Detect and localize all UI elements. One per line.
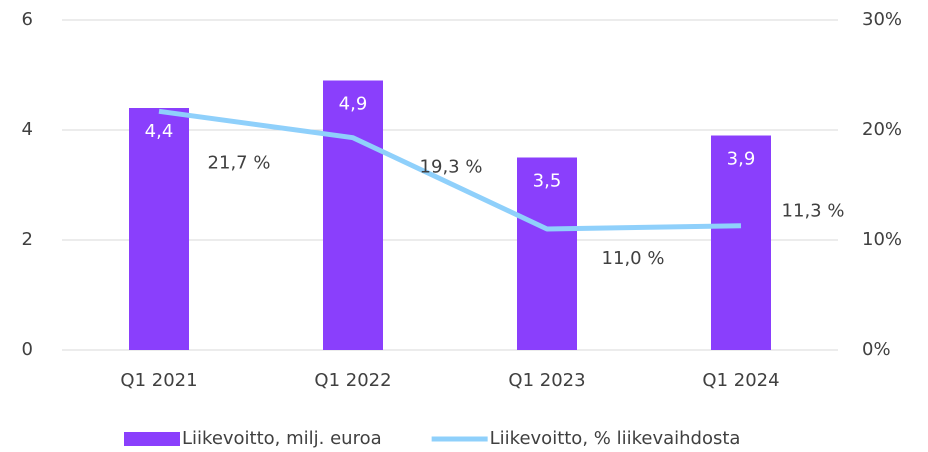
line-value-label: 11,0 % — [602, 248, 665, 269]
bar-value-label: 4,9 — [339, 94, 368, 115]
line-value-label: 21,7 % — [208, 152, 271, 173]
y2-tick-label: 0% — [862, 339, 891, 360]
bar — [517, 157, 577, 350]
x-tick-label: Q1 2023 — [508, 370, 585, 391]
x-tick-label: Q1 2021 — [120, 370, 197, 391]
legend-label: Liikevoitto, milj. euroa — [182, 428, 382, 449]
bar — [323, 80, 383, 350]
bar-value-label: 4,4 — [145, 121, 174, 142]
bar — [129, 108, 189, 350]
bar-value-label: 3,9 — [727, 149, 756, 170]
line-value-label: 19,3 % — [420, 157, 483, 178]
legend-swatch — [124, 432, 180, 446]
y2-tick-label: 10% — [862, 229, 902, 250]
x-tick-label: Q1 2024 — [702, 370, 779, 391]
y2-tick-label: 30% — [862, 9, 902, 30]
bar-value-label: 3,5 — [533, 171, 562, 192]
y-tick-label: 4 — [22, 119, 33, 140]
y-tick-label: 6 — [22, 9, 33, 30]
line — [158, 108, 742, 232]
y-tick-label: 2 — [22, 229, 33, 250]
y2-tick-label: 20% — [862, 119, 902, 140]
y-tick-label: 0 — [22, 339, 33, 360]
x-tick-label: Q1 2022 — [314, 370, 391, 391]
bar — [711, 135, 771, 350]
legend-label: Liikevoitto, % liikevaihdosta — [490, 428, 741, 449]
line-value-label: 11,3 % — [782, 201, 845, 222]
